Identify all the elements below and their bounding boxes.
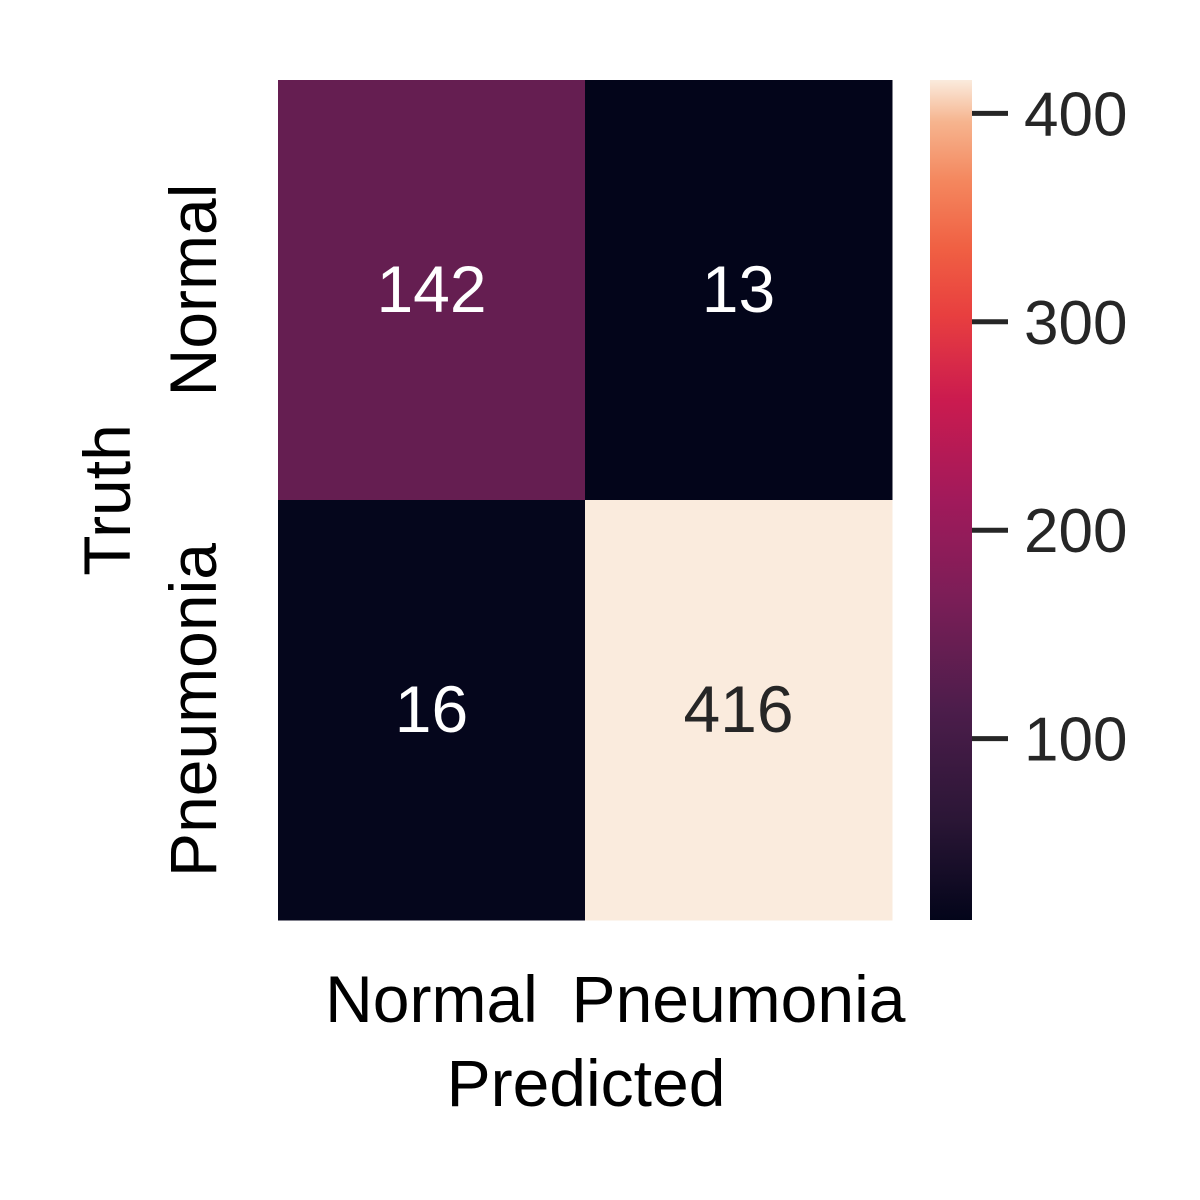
x-tick-label: Pneumonia (572, 962, 906, 1036)
heatmap-cells (278, 80, 893, 921)
heatmap-cell-value: 416 (683, 672, 793, 746)
colorbar-tick-label: 300 (1024, 289, 1127, 358)
colorbar-tick-label: 400 (1024, 80, 1127, 149)
heatmap-cell (585, 500, 893, 921)
heatmap-cell (278, 500, 586, 921)
heatmap-cell-labels: 142 13 16 416 (376, 252, 793, 746)
heatmap-cell-value: 13 (702, 252, 775, 326)
y-tick-label: Normal (156, 184, 230, 397)
x-tick-label: Normal (325, 962, 538, 1036)
colorbar-tick-label: 100 (1024, 706, 1127, 775)
x-axis-label: Predicted (447, 1046, 726, 1120)
colorbar (930, 80, 972, 920)
y-tick-label: Pneumonia (156, 543, 230, 877)
colorbar-tick-label: 200 (1024, 497, 1127, 566)
heatmap-cell-value: 142 (376, 252, 486, 326)
heatmap-cell (278, 80, 586, 501)
x-tick-labels: Normal Pneumonia (325, 962, 906, 1036)
colorbar-ticks: 100 200 300 400 (972, 80, 1127, 775)
y-tick-labels: Normal Pneumonia (156, 184, 230, 877)
y-axis-label: Truth (70, 424, 144, 576)
heatmap-cell-value: 16 (395, 672, 468, 746)
heatmap-cell (585, 80, 893, 501)
